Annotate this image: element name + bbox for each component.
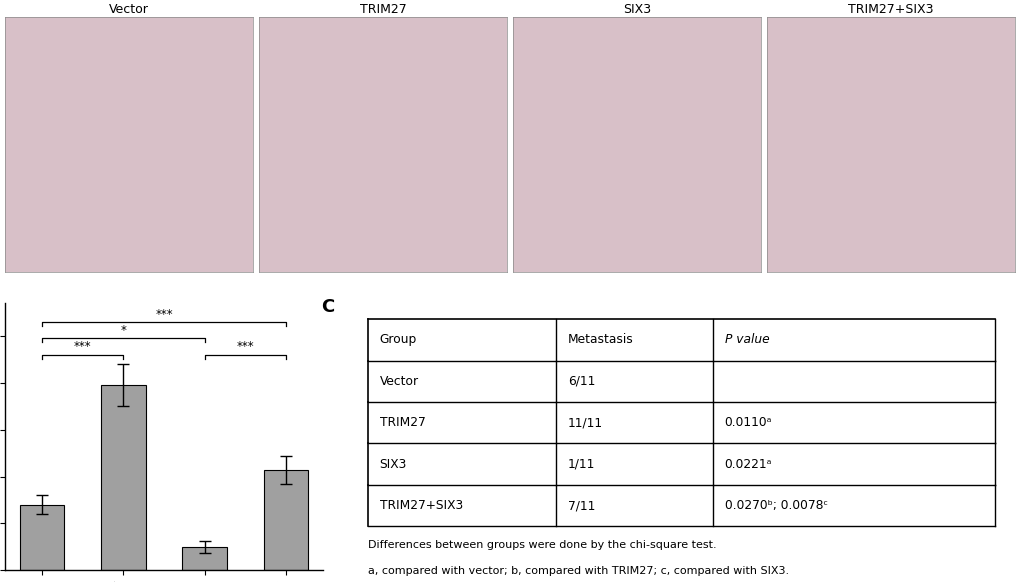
Title: Vector: Vector [109, 3, 149, 16]
Text: a, compared with vector; b, compared with TRIM27; c, compared with SIX3.: a, compared with vector; b, compared wit… [367, 566, 788, 576]
Text: 7/11: 7/11 [568, 499, 594, 512]
Text: *: * [120, 324, 126, 337]
Text: 1/11: 1/11 [568, 457, 594, 471]
Text: Vector: Vector [379, 375, 418, 388]
Text: 0.0221ᵃ: 0.0221ᵃ [723, 457, 771, 471]
Title: SIX3: SIX3 [623, 3, 650, 16]
Bar [182, 547, 227, 570]
Text: P value: P value [723, 333, 768, 346]
Text: 0.0110ᵃ: 0.0110ᵃ [723, 416, 771, 430]
Text: 0.0270ᵇ; 0.0078ᶜ: 0.0270ᵇ; 0.0078ᶜ [723, 499, 826, 512]
Bar [101, 385, 146, 570]
Text: ***: *** [236, 340, 254, 353]
Text: ***: *** [155, 307, 172, 321]
Text: Differences between groups were done by the chi-square test.: Differences between groups were done by … [367, 540, 715, 549]
Title: TRIM27+SIX3: TRIM27+SIX3 [848, 3, 932, 16]
Text: SIX3: SIX3 [379, 457, 407, 471]
Text: Metastasis: Metastasis [568, 333, 633, 346]
Text: TRIM27: TRIM27 [379, 416, 425, 430]
Bar [19, 505, 64, 570]
Bar [264, 470, 308, 570]
Text: TRIM27+SIX3: TRIM27+SIX3 [379, 499, 463, 512]
Text: C: C [321, 298, 334, 316]
Text: Group: Group [379, 333, 417, 346]
Title: TRIM27: TRIM27 [360, 3, 406, 16]
Text: 6/11: 6/11 [568, 375, 594, 388]
Text: ***: *** [73, 340, 92, 353]
Text: 11/11: 11/11 [568, 416, 602, 430]
